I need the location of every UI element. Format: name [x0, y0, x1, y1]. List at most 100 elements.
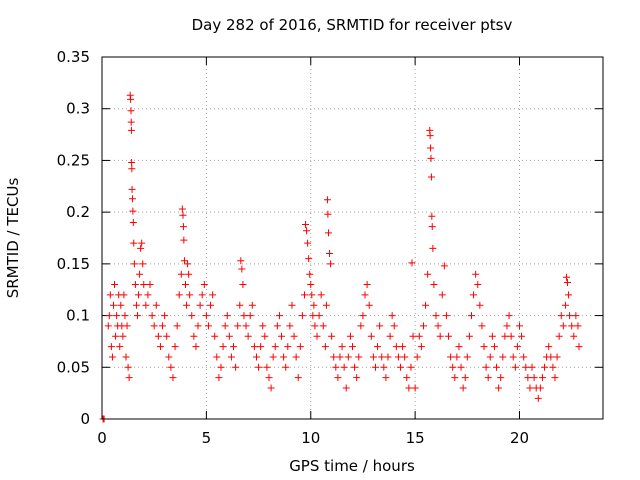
- x-tick-label: 15: [406, 429, 425, 447]
- data-point: [324, 210, 332, 218]
- data-point: [564, 278, 572, 286]
- data-point: [130, 239, 138, 247]
- data-point: [434, 322, 442, 330]
- data-point: [237, 257, 245, 265]
- chart-title: Day 282 of 2016, SRMTID for receiver pts…: [192, 16, 513, 34]
- data-point: [186, 291, 194, 299]
- data-point: [196, 301, 204, 309]
- data-points: [99, 91, 583, 423]
- data-point: [230, 343, 238, 351]
- x-axis-label: GPS time / hours: [289, 457, 415, 475]
- data-point: [570, 332, 578, 340]
- data-point: [163, 332, 171, 340]
- data-point: [127, 95, 135, 103]
- data-point: [363, 281, 371, 289]
- data-point: [382, 374, 390, 382]
- data-point: [140, 281, 148, 289]
- data-point: [255, 363, 263, 371]
- data-point: [122, 353, 130, 361]
- data-point: [426, 132, 434, 140]
- data-point: [213, 353, 221, 361]
- data-point: [198, 291, 206, 299]
- data-point: [136, 270, 144, 278]
- data-point: [417, 343, 425, 351]
- data-point: [232, 363, 240, 371]
- data-point: [317, 291, 325, 299]
- data-point: [484, 374, 492, 382]
- data-point: [284, 343, 292, 351]
- data-point: [144, 291, 152, 299]
- data-point: [146, 281, 154, 289]
- data-point: [288, 301, 296, 309]
- data-point: [365, 301, 373, 309]
- data-point: [447, 353, 455, 361]
- data-point: [562, 273, 570, 281]
- data-point: [513, 343, 521, 351]
- data-point: [344, 353, 352, 361]
- data-point: [236, 301, 244, 309]
- data-point: [549, 363, 557, 371]
- data-point: [319, 322, 327, 330]
- data-point: [182, 281, 189, 289]
- data-point: [106, 291, 114, 299]
- data-point: [474, 281, 482, 289]
- data-point: [490, 343, 498, 351]
- data-point: [127, 126, 135, 134]
- data-point: [568, 322, 576, 330]
- data-point: [376, 322, 384, 330]
- data-point: [501, 332, 509, 340]
- data-point: [175, 291, 183, 299]
- data-point: [427, 173, 435, 181]
- data-point: [154, 332, 162, 340]
- data-point: [342, 384, 350, 392]
- data-point: [482, 363, 490, 371]
- data-point: [536, 384, 544, 392]
- data-point: [438, 291, 446, 299]
- data-point: [315, 312, 323, 320]
- data-point: [557, 312, 565, 320]
- data-point: [108, 353, 116, 361]
- data-point: [177, 270, 185, 278]
- data-point: [361, 291, 369, 299]
- data-point: [246, 312, 254, 320]
- data-point: [194, 322, 202, 330]
- data-point: [334, 374, 342, 382]
- data-point: [405, 384, 413, 392]
- data-point: [271, 343, 279, 351]
- data-point: [442, 312, 450, 320]
- data-point: [524, 374, 532, 382]
- data-point: [408, 259, 416, 267]
- data-point: [112, 332, 120, 340]
- data-point: [415, 332, 423, 340]
- data-point: [463, 353, 471, 361]
- data-point: [399, 343, 407, 351]
- data-point: [327, 260, 335, 268]
- data-point: [386, 332, 394, 340]
- data-point: [336, 353, 344, 361]
- data-point: [131, 281, 139, 289]
- data-point: [332, 363, 340, 371]
- data-point: [119, 332, 127, 340]
- data-point: [545, 343, 553, 351]
- data-point: [311, 322, 319, 330]
- data-point: [520, 353, 528, 361]
- data-point: [167, 363, 175, 371]
- data-point: [259, 322, 267, 330]
- data-point: [346, 332, 354, 340]
- data-point: [453, 353, 461, 361]
- data-point: [263, 363, 271, 371]
- data-point: [480, 343, 488, 351]
- data-point: [307, 281, 315, 289]
- data-point: [107, 343, 115, 351]
- data-point: [340, 363, 348, 371]
- data-point: [522, 363, 530, 371]
- data-point: [179, 223, 187, 231]
- data-point: [478, 322, 486, 330]
- data-point: [428, 223, 436, 231]
- data-point: [104, 322, 112, 330]
- data-point: [493, 363, 501, 371]
- data-point: [207, 301, 215, 309]
- data-point: [257, 343, 265, 351]
- data-point: [411, 384, 419, 392]
- data-point: [185, 270, 193, 278]
